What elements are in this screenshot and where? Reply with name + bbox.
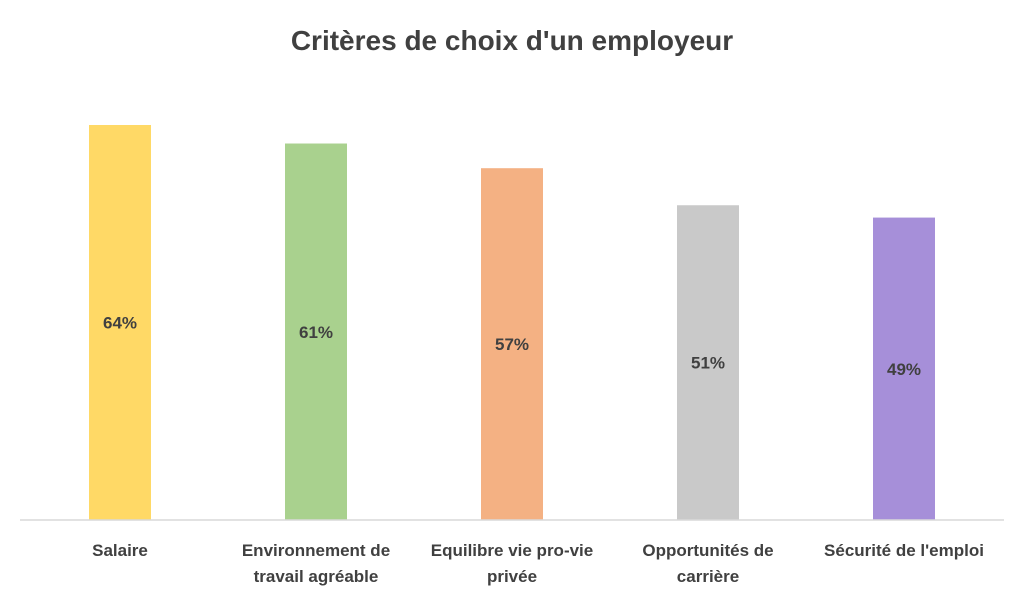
bar-5 [873, 217, 935, 520]
category-label-5: Sécurité de l'emploi [824, 541, 984, 560]
category-label-4: Opportunités de carrière [642, 541, 773, 586]
chart-title: Critères de choix d'un employeur [291, 25, 733, 56]
bars-group [89, 125, 935, 520]
bar-2 [285, 143, 347, 520]
data-label-3: 57% [495, 335, 529, 354]
category-label-1: Salaire [92, 541, 148, 560]
bar-4 [677, 205, 739, 520]
data-label-5: 49% [887, 360, 921, 379]
data-label-4: 51% [691, 354, 725, 373]
bar-3 [481, 168, 543, 520]
data-label-2: 61% [299, 323, 333, 342]
category-label-2: Environnement de travail agréable [242, 541, 390, 586]
bar-1 [89, 125, 151, 520]
value-labels-group: 64% 61% 57% 51% 49% [103, 314, 921, 379]
category-labels-group: Salaire Environnement de travail agréable E… [92, 541, 984, 586]
data-label-1: 64% [103, 314, 137, 333]
category-label-3: Equilibre vie pro-vie privée [431, 541, 594, 586]
